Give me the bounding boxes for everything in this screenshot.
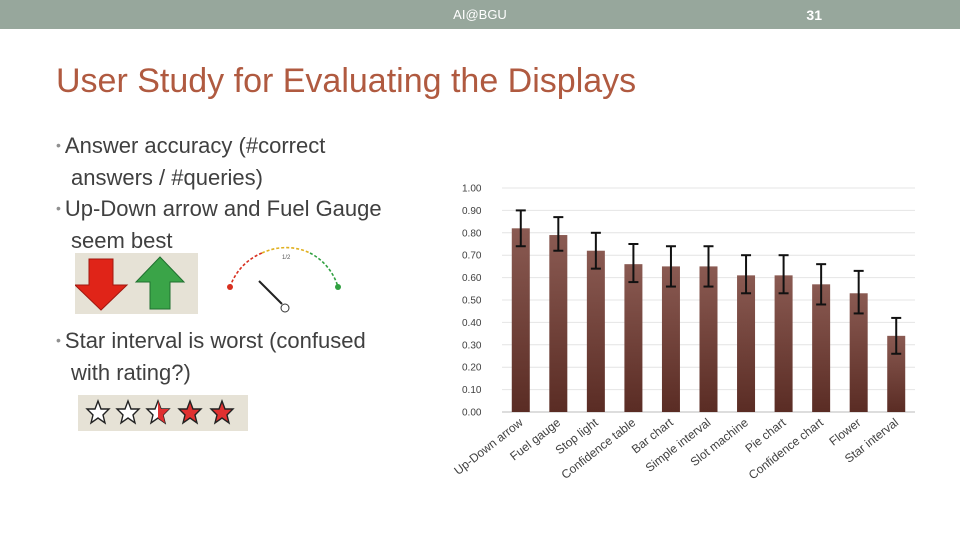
y-tick-label: 0.50 bbox=[462, 296, 482, 307]
y-tick-label: 0.30 bbox=[462, 340, 482, 351]
gauge-half-label: 1/2 bbox=[282, 255, 291, 261]
star-filled-icon bbox=[177, 399, 203, 425]
bar bbox=[624, 264, 643, 412]
gauge-empty-dot bbox=[227, 284, 233, 290]
bar bbox=[511, 228, 530, 412]
down-arrow-icon bbox=[73, 258, 129, 311]
y-tick-label: 0.40 bbox=[462, 318, 482, 329]
star-outline-icon bbox=[115, 399, 141, 425]
gauge-arc-yellow bbox=[261, 246, 311, 254]
bullet-line: with rating?) bbox=[71, 360, 191, 385]
bullet-line: Answer accuracy (#correct bbox=[64, 133, 326, 158]
header-center-text: AI@BGU bbox=[453, 7, 507, 22]
star-outline-icon bbox=[85, 399, 111, 425]
bullet-best-displays: • Up-Down arrow and Fuel Gauge seem best bbox=[56, 194, 382, 256]
star-interval-image bbox=[78, 395, 248, 431]
y-tick-label: 0.80 bbox=[462, 228, 482, 239]
bullet-line: Star interval is worst (confused bbox=[64, 328, 366, 353]
bar bbox=[737, 275, 756, 412]
bar bbox=[549, 235, 568, 412]
star-half-icon bbox=[145, 399, 171, 425]
bar bbox=[586, 250, 605, 412]
gauge-arc-green bbox=[309, 252, 339, 288]
y-tick-label: 0.70 bbox=[462, 251, 482, 262]
bar bbox=[849, 293, 868, 412]
page-number: 31 bbox=[806, 7, 822, 23]
bullet-dot-icon: • bbox=[56, 332, 61, 348]
up-arrow-icon bbox=[134, 256, 186, 310]
star-filled-icon bbox=[209, 399, 235, 425]
bullet-line: answers / #queries) bbox=[71, 165, 263, 190]
y-tick-label: 0.90 bbox=[462, 206, 482, 217]
slide-header: AI@BGU 31 bbox=[0, 0, 960, 29]
bullet-line: Up-Down arrow and Fuel Gauge bbox=[64, 196, 382, 221]
up-down-arrow-image bbox=[73, 253, 198, 314]
bar bbox=[661, 266, 680, 412]
accuracy-bar-chart: 0.00 0.10 0.20 0.30 0.40 0.50 0.60 0.70 0.80 0.90… bbox=[451, 184, 915, 482]
bullet-dot-icon: • bbox=[56, 200, 61, 216]
fuel-gauge-image: 1/2 bbox=[227, 246, 341, 313]
gauge-needle bbox=[258, 280, 283, 305]
bullet-worst-display: • Star interval is worst (confused with r… bbox=[56, 326, 366, 388]
bar bbox=[774, 275, 793, 412]
y-tick-label: 1.00 bbox=[462, 184, 482, 195]
y-tick-label: 0.00 bbox=[462, 408, 482, 419]
y-tick-label: 0.10 bbox=[462, 385, 482, 396]
bar bbox=[887, 335, 906, 412]
bar bbox=[699, 266, 718, 412]
gauge-full-dot bbox=[335, 284, 341, 290]
bar bbox=[812, 284, 831, 412]
bullet-line: seem best bbox=[71, 228, 173, 253]
gauge-pivot bbox=[280, 303, 290, 313]
slide-title: User Study for Evaluating the Displays bbox=[56, 62, 637, 100]
bullet-answer-accuracy: • Answer accuracy (#correct answers / #qu… bbox=[56, 131, 325, 193]
bullet-dot-icon: • bbox=[56, 137, 61, 153]
gauge-arc-red bbox=[229, 252, 263, 288]
y-tick-label: 0.60 bbox=[462, 273, 482, 284]
y-tick-label: 0.20 bbox=[462, 363, 482, 374]
